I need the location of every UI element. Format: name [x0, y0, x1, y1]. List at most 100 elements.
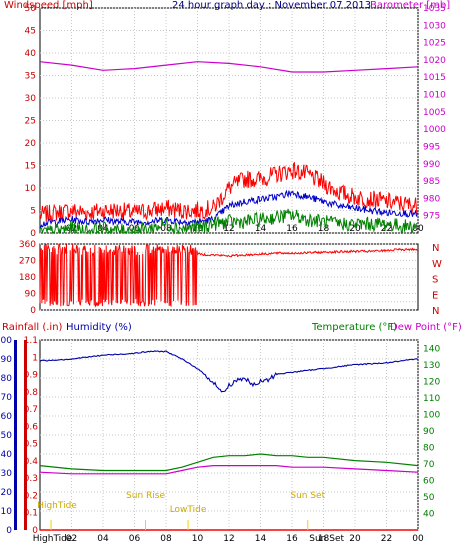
wind-x-tick-label: 20: [349, 224, 361, 234]
wind-y-tick-label: 40: [25, 49, 37, 59]
temperature-series: [39, 350, 419, 531]
humidity-y-tick-label: 90: [1, 355, 13, 365]
wind-panel: 0510152025303540455097598098599099510001…: [4, 0, 450, 239]
wind_low-line: [39, 208, 418, 235]
rainfall-y-tick-label: 0.1: [24, 509, 38, 519]
rainfall-y-tick-label: 0.9: [24, 371, 39, 381]
bottom-marker-label: Sun Set: [309, 534, 344, 544]
rainfall-y-tick-label: 0: [32, 526, 38, 536]
barometer-y-tick-label: 1035: [423, 4, 446, 14]
wind-y-tick-label: 50: [25, 4, 37, 14]
compass-label: W: [432, 259, 442, 270]
temperature-x-tick-label: 12: [223, 534, 234, 544]
rainfall-axis-bar: [24, 340, 27, 530]
temperature-y-tick-label: 70: [423, 460, 435, 470]
compass-label: S: [432, 275, 438, 286]
wind-y-tick-label: 0: [30, 229, 36, 239]
temperature-x-tick-label: 18: [318, 534, 330, 544]
temperature-x-tick-label: 06: [129, 534, 141, 544]
wind-y-tick-label: 25: [25, 117, 36, 127]
humidity-y-tick-label: 20: [1, 488, 13, 498]
wind-x-tick-label: 16: [286, 224, 298, 234]
temperature-x-tick-label: 04: [97, 534, 109, 544]
dewpoint-axis-title: Dew Point (°F): [390, 322, 462, 333]
temperature-panel: Rainfall (.in) Humidity (%) Temperature …: [0, 322, 462, 544]
wind-ticks: 0510152025303540455097598098599099510001…: [25, 4, 447, 239]
rainfall-y-tick-label: 0.8: [24, 388, 39, 398]
wind-x-tick-label: 18: [318, 224, 330, 234]
barometer-y-tick-label: 980: [423, 194, 440, 204]
wind-x-tick-label: 00: [412, 224, 424, 234]
rainfall-y-tick-label: 0.6: [24, 422, 39, 432]
windspeed-axis-title: Windspeed [mph]: [4, 0, 93, 11]
temperature-grid: [40, 339, 419, 531]
wind-x-tick-label: 10: [192, 224, 204, 234]
barometer-y-tick-label: 1005: [423, 108, 446, 118]
direction-y-tick-label: 0: [30, 306, 36, 316]
humidity-y-tick-label: 0: [6, 526, 12, 536]
temperature-y-tick-label: 140: [423, 344, 440, 354]
rainfall-y-tick-label: 0.2: [24, 491, 38, 501]
event-label: HighTide: [37, 501, 77, 511]
barometer-y-tick-label: 990: [423, 160, 440, 170]
temperature-y-tick-label: 100: [423, 410, 440, 420]
humidity-y-tick-label: 30: [1, 469, 13, 479]
wind-x-tick-label: 14: [255, 224, 267, 234]
barometer-y-tick-label: 1015: [423, 73, 446, 83]
wind-x-tick-label: 08: [160, 224, 172, 234]
gust-line: [39, 161, 418, 223]
direction-y-tick-label: 90: [25, 290, 37, 300]
direction-noisy-line: [39, 243, 198, 308]
wind-y-tick-label: 5: [30, 207, 36, 217]
barometer-y-tick-label: 975: [423, 212, 440, 222]
temperature-y-tick-label: 60: [423, 476, 435, 486]
humidity-axis-title: Humidity (%): [66, 322, 132, 333]
barometer-y-tick-label: 1010: [423, 91, 446, 101]
dewpoint-line: [39, 465, 419, 475]
temperature-x-tick-label: 20: [349, 534, 361, 544]
temperature-y-tick-label: 110: [423, 394, 440, 404]
direction-line: [197, 247, 418, 258]
rainfall-y-tick-label: 0.3: [24, 474, 38, 484]
temperature-y-tick-label: 130: [423, 361, 440, 371]
barometer-y-tick-label: 1025: [423, 39, 446, 49]
temperature-x-tick-label: 10: [192, 534, 204, 544]
wind-x-tick-label: 12: [223, 224, 234, 234]
humidity-y-tick-label: 60: [1, 412, 13, 422]
temperature-x-tick-label: 16: [286, 534, 298, 544]
wind-series: [39, 61, 419, 235]
temperature-y-tick-label: 50: [423, 493, 435, 503]
compass-label: E: [432, 290, 438, 301]
humidity-y-tick-label: 100: [0, 336, 12, 346]
wind-y-tick-label: 20: [25, 139, 37, 149]
temperature-y-tick-label: 120: [423, 377, 440, 387]
rainfall-axis-title: Rainfall (.in): [2, 322, 63, 333]
temperature-x-tick-label: 22: [381, 534, 392, 544]
event-label: Sun Rise: [126, 491, 165, 501]
rainfall-y-tick-label: 0.4: [24, 457, 39, 467]
rainfall-y-tick-label: 1: [32, 353, 38, 363]
temperature-y-tick-label: 80: [423, 443, 435, 453]
wind-y-tick-label: 35: [25, 72, 36, 82]
event-label: LowTide: [170, 505, 207, 515]
direction-y-tick-label: 360: [19, 240, 36, 250]
temperature-y-tick-label: 40: [423, 509, 435, 519]
rainfall-y-tick-label: 0.5: [24, 440, 38, 450]
barometer-y-tick-label: 995: [423, 142, 440, 152]
temperature-x-tick-label: 08: [160, 534, 172, 544]
temperature-x-tick-label: 02: [66, 534, 77, 544]
humidity-y-tick-label: 70: [1, 393, 13, 403]
barometer-y-tick-label: 1020: [423, 56, 446, 66]
wind-y-tick-label: 30: [25, 94, 37, 104]
humidity-y-tick-label: 50: [1, 431, 13, 441]
rainfall-y-tick-label: 0.7: [24, 405, 38, 415]
event-label: Sun Set: [290, 491, 325, 501]
temperature-x-tick-label: 14: [255, 534, 267, 544]
barometer-y-tick-label: 985: [423, 177, 440, 187]
barometer-axis-title: Barometer [mb]: [370, 0, 450, 11]
temperature-line: [39, 453, 419, 472]
humidity-y-tick-label: 80: [1, 374, 13, 384]
